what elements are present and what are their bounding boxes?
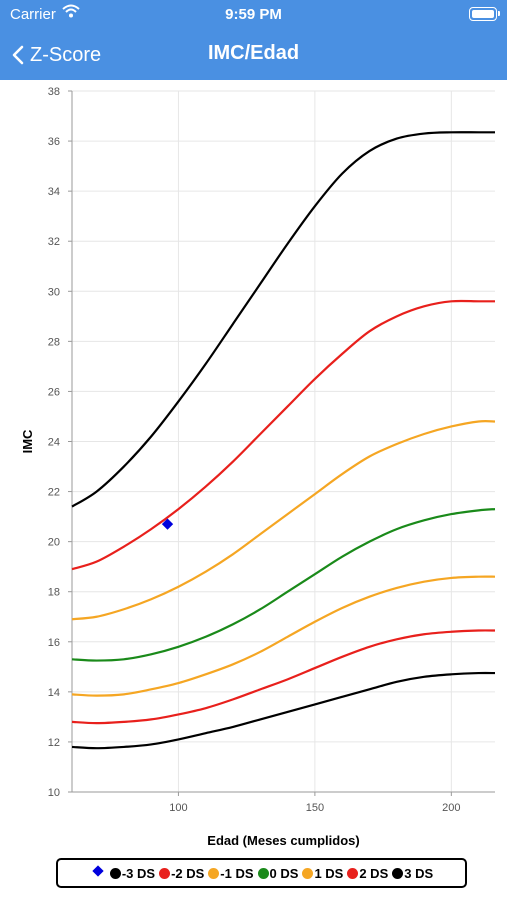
series-line-2 (71, 575, 496, 697)
legend-label: 1 DS (314, 865, 344, 881)
y-tick-label: 10 (48, 787, 60, 799)
back-button[interactable]: Z-Score (12, 40, 101, 70)
chart-labels: 10 12 14 16 18 20 22 24 26 28 30 32 34 36 38 100 150 200 E… (20, 86, 461, 848)
y-axis-title: IMC (20, 429, 35, 453)
series-line-6 (71, 131, 495, 508)
status-bar: Carrier 9:59 PM (0, 0, 507, 30)
chart-grid (72, 90, 495, 793)
legend-item: 0 DS (257, 865, 299, 881)
legend-item: 2 DS (347, 866, 388, 881)
chart-points (161, 518, 174, 530)
legend-swatch (347, 867, 359, 879)
back-button-label: Z-Score (30, 43, 102, 66)
legend-swatch (159, 867, 171, 879)
wifi-icon (62, 4, 80, 23)
y-tick-label: 20 (48, 537, 60, 549)
chart-series (71, 131, 496, 750)
y-tick-label: 14 (48, 687, 60, 699)
legend-swatch (208, 867, 220, 879)
chevron-left-icon (12, 45, 24, 65)
series-line-4 (71, 420, 496, 621)
y-tick-label: 24 (48, 437, 60, 449)
x-tick-label: 100 (169, 802, 187, 814)
legend-label: 0 DS (269, 865, 299, 881)
chart-axes (68, 90, 495, 796)
y-tick-label: 12 (48, 737, 60, 749)
legend-swatch (109, 867, 121, 879)
y-tick-label: 34 (48, 186, 60, 198)
legend-label: -1 DS (220, 865, 254, 881)
y-tick-label: 36 (48, 136, 60, 148)
legend-swatch (302, 867, 314, 879)
series-line-3 (71, 508, 496, 662)
y-tick-label: 16 (48, 637, 60, 649)
series-line-1 (71, 629, 496, 725)
legend-swatch (257, 867, 269, 879)
y-tick-label: 26 (48, 386, 60, 398)
y-tick-label: 18 (48, 587, 60, 599)
series-line-0 (71, 671, 496, 750)
legend-label: -3 DS (121, 865, 156, 881)
patient-point (161, 518, 174, 530)
x-tick-label: 200 (442, 802, 460, 814)
legend-label: 2 DS (359, 865, 389, 881)
y-tick-label: 38 (48, 86, 60, 98)
status-time: 9:59 PM (225, 6, 282, 23)
y-tick-label: 22 (48, 487, 60, 499)
imc-age-chart: 10 12 14 16 18 20 22 24 26 28 30 32 34 36 38 100 150 200 E… (20, 86, 496, 848)
legend-item: -1 DS (208, 865, 254, 881)
carrier-label: Carrier (10, 6, 56, 23)
legend-item: -2 DS (159, 866, 204, 881)
legend-item: -3 DS (109, 865, 156, 881)
x-tick-label: 150 (306, 802, 324, 814)
series-line-5 (71, 299, 495, 571)
y-tick-label: 32 (48, 236, 60, 248)
chart-legend: -3 DS -2 DS -1 DS 0 DS 1 DS 2 DS 3 DS (56, 858, 467, 888)
legend-patient-marker (92, 865, 104, 877)
legend-label: -2 DS (171, 865, 205, 881)
y-tick-label: 28 (48, 336, 60, 348)
legend-item: 3 DS (392, 866, 433, 881)
legend-item: 1 DS (302, 866, 343, 881)
battery-icon (469, 7, 500, 21)
legend-label: 3 DS (404, 865, 434, 881)
legend-swatch (392, 867, 404, 879)
y-tick-label: 30 (48, 286, 60, 298)
x-axis-title: Edad (Meses cumplidos) (207, 833, 359, 848)
navigation-bar: Z-Score IMC/Edad (0, 30, 507, 80)
